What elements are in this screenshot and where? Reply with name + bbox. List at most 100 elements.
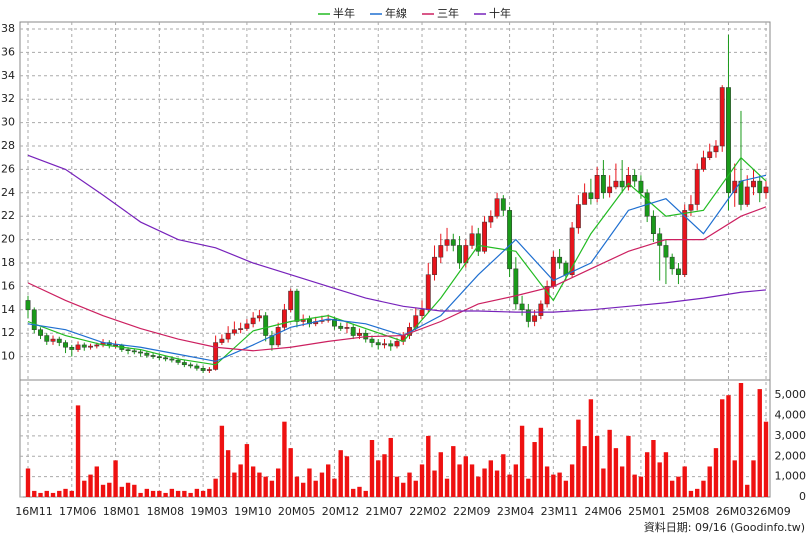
volume-bar [275, 468, 281, 497]
volume-bar [138, 492, 143, 497]
volume-bar [407, 472, 412, 497]
volume-bar [688, 490, 694, 497]
candle-body [619, 180, 625, 188]
candle-body [682, 210, 688, 275]
volume-bar [419, 464, 425, 497]
candle-body [538, 303, 544, 316]
candle-body [488, 215, 494, 223]
moving-average-line [27, 206, 767, 352]
y-tick-label: 36 [1, 45, 15, 58]
volume-bar [544, 466, 550, 497]
volume-bar [582, 446, 587, 497]
volume-bar [651, 440, 656, 497]
y2-tick-label: 2,000 [775, 449, 807, 462]
volume-bar [244, 444, 250, 497]
candle-body [707, 151, 713, 158]
legend-label: 三年 [437, 6, 459, 20]
volume-bar [213, 478, 218, 497]
candle-body [600, 175, 606, 194]
volume-bar [94, 466, 99, 497]
volume-bar [219, 425, 225, 497]
volume-bar [413, 480, 418, 497]
candle-body [757, 180, 763, 194]
volume-bar [720, 399, 725, 497]
candle-body [625, 175, 631, 188]
candle-body [726, 87, 731, 194]
candle-body [688, 204, 694, 211]
x-tick-label: 25M01 [628, 505, 666, 518]
candle-body [288, 290, 294, 311]
candle-body [188, 364, 194, 367]
x-tick-label: 22M02 [409, 505, 447, 518]
candle-body [382, 343, 387, 346]
moving-average-line [27, 154, 767, 313]
y-tick-label: 16 [1, 279, 15, 292]
volume-bar [107, 482, 112, 497]
x-tick-label: 20M12 [322, 505, 360, 518]
candle-body [557, 256, 563, 264]
candle-body [588, 192, 594, 199]
volume-bar [507, 474, 512, 497]
volume-bar [444, 478, 450, 497]
candle-body [713, 145, 719, 153]
volume-bar [363, 490, 368, 497]
candle-body [169, 358, 175, 361]
volume-bar [351, 488, 356, 497]
volume-bar [488, 460, 494, 497]
volume-bar [519, 425, 525, 497]
volume-bar [682, 466, 687, 497]
volume-bar [88, 474, 93, 497]
volume-bar [269, 480, 275, 497]
candle-body [507, 210, 513, 270]
candle-body [475, 233, 481, 252]
volume-bar [376, 460, 381, 497]
y-tick-label: 14 [1, 303, 15, 316]
candle-body [81, 344, 87, 348]
volume-bar [163, 492, 168, 497]
y-tick-label: 34 [1, 69, 15, 82]
candle-body [701, 157, 706, 170]
volume-bar [726, 395, 731, 497]
candle-body [294, 290, 300, 322]
candle-body [582, 192, 588, 205]
candle-body [369, 338, 375, 343]
candle-body [219, 338, 225, 343]
volume-bar [551, 474, 556, 497]
x-tick-label: 22M09 [453, 505, 491, 518]
candle-body [213, 342, 219, 370]
candle-body [56, 338, 62, 343]
candle-body [231, 329, 237, 334]
volume-bar [307, 468, 312, 497]
candle-body [550, 256, 556, 287]
volume-bar [188, 492, 193, 497]
volume-bar [476, 476, 481, 497]
volume-bar [451, 446, 456, 497]
volume-bar [125, 482, 131, 497]
volume-bar [401, 482, 406, 497]
candle-body [250, 317, 256, 325]
volume-bar [344, 456, 350, 497]
candle-body [332, 318, 337, 327]
volume-bar [319, 472, 325, 497]
candle-body [763, 186, 769, 194]
volume-bar [676, 476, 681, 497]
volume-bar [469, 464, 475, 497]
candle-body [144, 352, 150, 356]
volume-bar [119, 486, 125, 497]
candle-body [525, 309, 531, 322]
volume-bar [200, 490, 206, 497]
volume-bar [250, 466, 256, 497]
volume-bar [601, 468, 606, 497]
volume-bar [38, 492, 43, 497]
volume-bar [632, 474, 637, 497]
source-note: 資料日期: 09/16 (Goodinfo.tw) [644, 520, 805, 534]
candle-body [438, 245, 444, 258]
x-tick-label: 24M06 [584, 505, 622, 518]
volume-bar [63, 488, 68, 497]
candle-body [338, 325, 344, 329]
volume-bar [576, 419, 581, 497]
candle-body [256, 315, 262, 319]
volume-bar [701, 480, 706, 497]
volume-bar [669, 480, 675, 497]
